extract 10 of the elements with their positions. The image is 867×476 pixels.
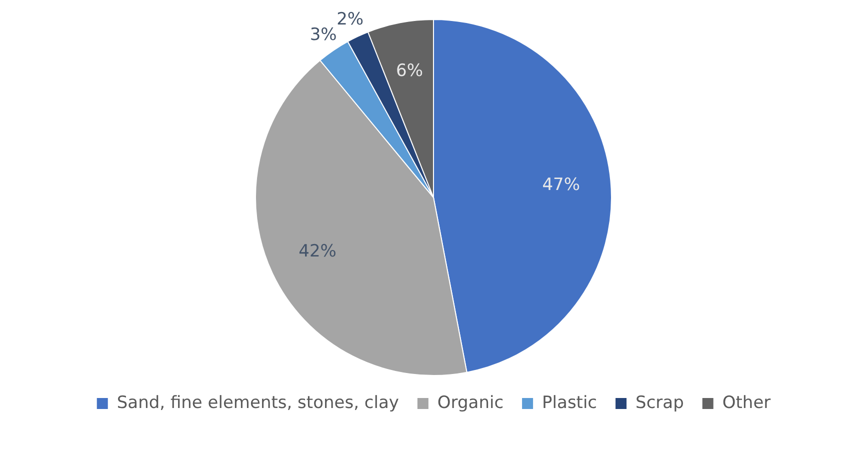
legend-label: Scrap [636, 392, 684, 413]
data-label: 47% [542, 174, 580, 195]
data-label: 6% [396, 61, 423, 82]
legend-label: Other [722, 392, 771, 413]
data-label: 3% [310, 24, 337, 45]
legend-label: Sand, fine elements, stones, clay [116, 392, 399, 413]
legend-label: Plastic [542, 392, 598, 413]
legend-label: Organic [437, 392, 504, 413]
data-label: 42% [298, 241, 336, 262]
data-label: 2% [336, 10, 364, 30]
